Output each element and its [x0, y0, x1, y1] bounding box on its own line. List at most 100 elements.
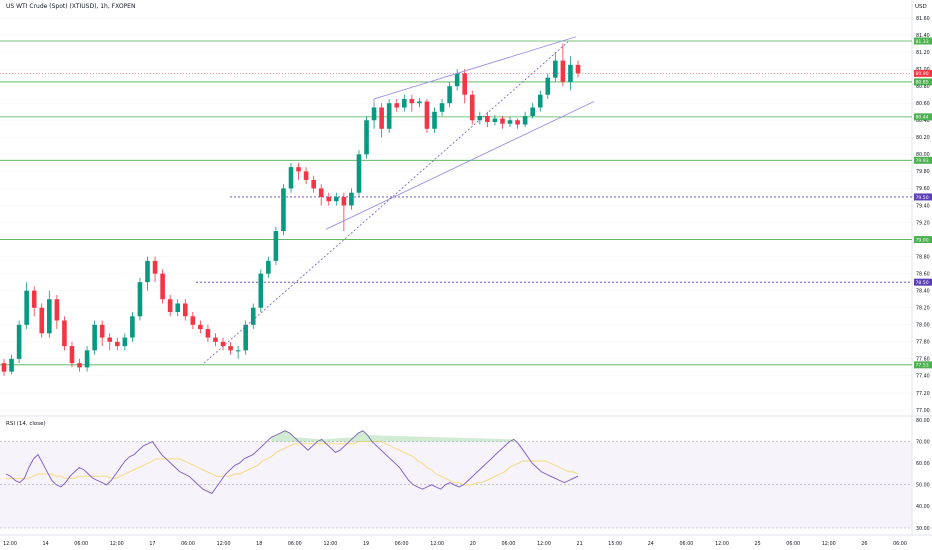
price-tick-label: 77.00: [916, 408, 930, 414]
time-tick-label: 25: [755, 541, 761, 547]
rsi-tick-label: 50.00: [916, 483, 930, 489]
time-tick-label: 06:00: [395, 541, 409, 547]
level-price-tag: [914, 236, 932, 244]
candle-body: [432, 111, 437, 129]
rsi-signal-line: [6, 441, 579, 486]
level-price-label: 80.44: [916, 115, 929, 121]
time-tick-label: 18: [256, 541, 262, 547]
time-tick-label: 06:00: [74, 541, 88, 547]
candle-body: [182, 303, 188, 317]
candle-body: [9, 358, 14, 372]
candle-body: [575, 64, 581, 74]
candle-body: [409, 98, 415, 104]
time-tick-label: 12:00: [715, 541, 729, 547]
candle-body: [167, 299, 173, 312]
price-tick-label: 78.40: [916, 288, 930, 294]
candle-body: [31, 290, 37, 308]
time-tick-label: 12:00: [430, 541, 444, 547]
rsi-tick-label: 60.00: [916, 461, 930, 467]
channel-lower-line: [325, 101, 595, 230]
level-price-label: 81.33: [916, 39, 929, 45]
level-price-tag: [914, 113, 932, 121]
time-tick-label: 06:00: [786, 541, 800, 547]
candle-body: [114, 341, 120, 347]
time-tick-label: 20: [470, 541, 476, 547]
price-tick-label: 79.80: [916, 169, 930, 175]
candle-body: [386, 103, 392, 129]
candle-body: [507, 120, 513, 124]
candle-body: [47, 299, 52, 334]
candle-body: [439, 103, 445, 112]
candle-body: [522, 116, 528, 125]
candle-body: [84, 350, 90, 368]
price-tick-label: 77.40: [916, 374, 930, 380]
symbol-title: US WTI Crude (Spot) (XTIUSD), 1h, FXOPEN: [6, 3, 136, 10]
candle-body: [130, 316, 135, 338]
candle-body: [568, 64, 573, 82]
time-tick-label: 06:00: [893, 541, 907, 547]
current-price-label: 80.90: [916, 71, 929, 77]
time-tick-label: 12:00: [217, 541, 231, 547]
price-tick-label: 80.60: [916, 101, 930, 107]
time-tick-label: 12:00: [537, 541, 551, 547]
time-tick-label: 12:00: [822, 541, 836, 547]
channel-upper-line: [373, 36, 577, 100]
candle-body: [16, 324, 22, 359]
candle-body: [530, 107, 535, 116]
candle-body: [311, 179, 316, 189]
price-tick-label: 80.40: [916, 118, 930, 124]
candle-body: [485, 116, 490, 122]
candle-body: [469, 94, 475, 121]
time-tick-label: 12:00: [323, 541, 337, 547]
time-tick-label: 06:00: [501, 541, 515, 547]
candle-body: [364, 120, 369, 155]
time-tick-label: 14: [43, 541, 49, 547]
rsi-tick-label: 30.00: [916, 526, 930, 532]
time-tick-label: 26: [861, 541, 867, 547]
candle-body: [266, 260, 271, 274]
candle-body: [205, 329, 211, 338]
candle-body: [288, 167, 294, 189]
time-tick-label: 06:00: [181, 541, 195, 547]
candle-body: [69, 346, 75, 364]
rsi-indicator-label[interactable]: RSI (14, close): [6, 421, 46, 427]
rsi-tick-label: 70.00: [916, 439, 930, 445]
price-tick-label: 80.20: [916, 135, 930, 141]
candle-body: [220, 341, 226, 347]
price-tick-label: 80.00: [916, 152, 930, 158]
candle-body: [160, 273, 165, 300]
candle-body: [394, 103, 400, 108]
candle-body: [92, 324, 97, 351]
price-tick-label: 79.20: [916, 220, 930, 226]
price-tick-label: 77.20: [916, 391, 930, 397]
level-price-tag: [914, 193, 932, 201]
candle-body: [152, 260, 158, 274]
candle-body: [235, 350, 241, 352]
price-tick-label: 81.20: [916, 50, 930, 56]
rsi-overbought-fill: [271, 430, 514, 442]
candle-body: [258, 273, 264, 308]
candle-body: [198, 324, 203, 330]
candle-body: [145, 260, 150, 283]
candle-body: [341, 196, 347, 206]
price-tick-label: 78.20: [916, 306, 930, 312]
price-tick-label: 77.60: [916, 357, 930, 363]
candle-body: [401, 98, 407, 108]
price-tick-label: 78.80: [916, 254, 930, 260]
price-tick-label: 79.60: [916, 186, 930, 192]
candle-body: [122, 337, 128, 347]
candle-body: [537, 94, 543, 108]
candle-body: [417, 101, 422, 104]
price-tick-label: 78.00: [916, 323, 930, 329]
candle-body: [454, 73, 460, 87]
candle-body: [77, 363, 82, 368]
candle-body: [296, 167, 301, 172]
rsi-line: [5, 430, 579, 494]
candle-body: [326, 196, 332, 202]
candle-body: [334, 196, 339, 202]
time-tick-label: 06:00: [679, 541, 693, 547]
candle-body: [379, 107, 384, 129]
level-price-label: 80.85: [916, 80, 929, 86]
candle-body: [553, 60, 558, 78]
